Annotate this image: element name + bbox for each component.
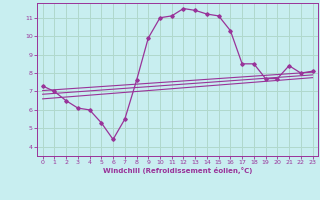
X-axis label: Windchill (Refroidissement éolien,°C): Windchill (Refroidissement éolien,°C) <box>103 167 252 174</box>
